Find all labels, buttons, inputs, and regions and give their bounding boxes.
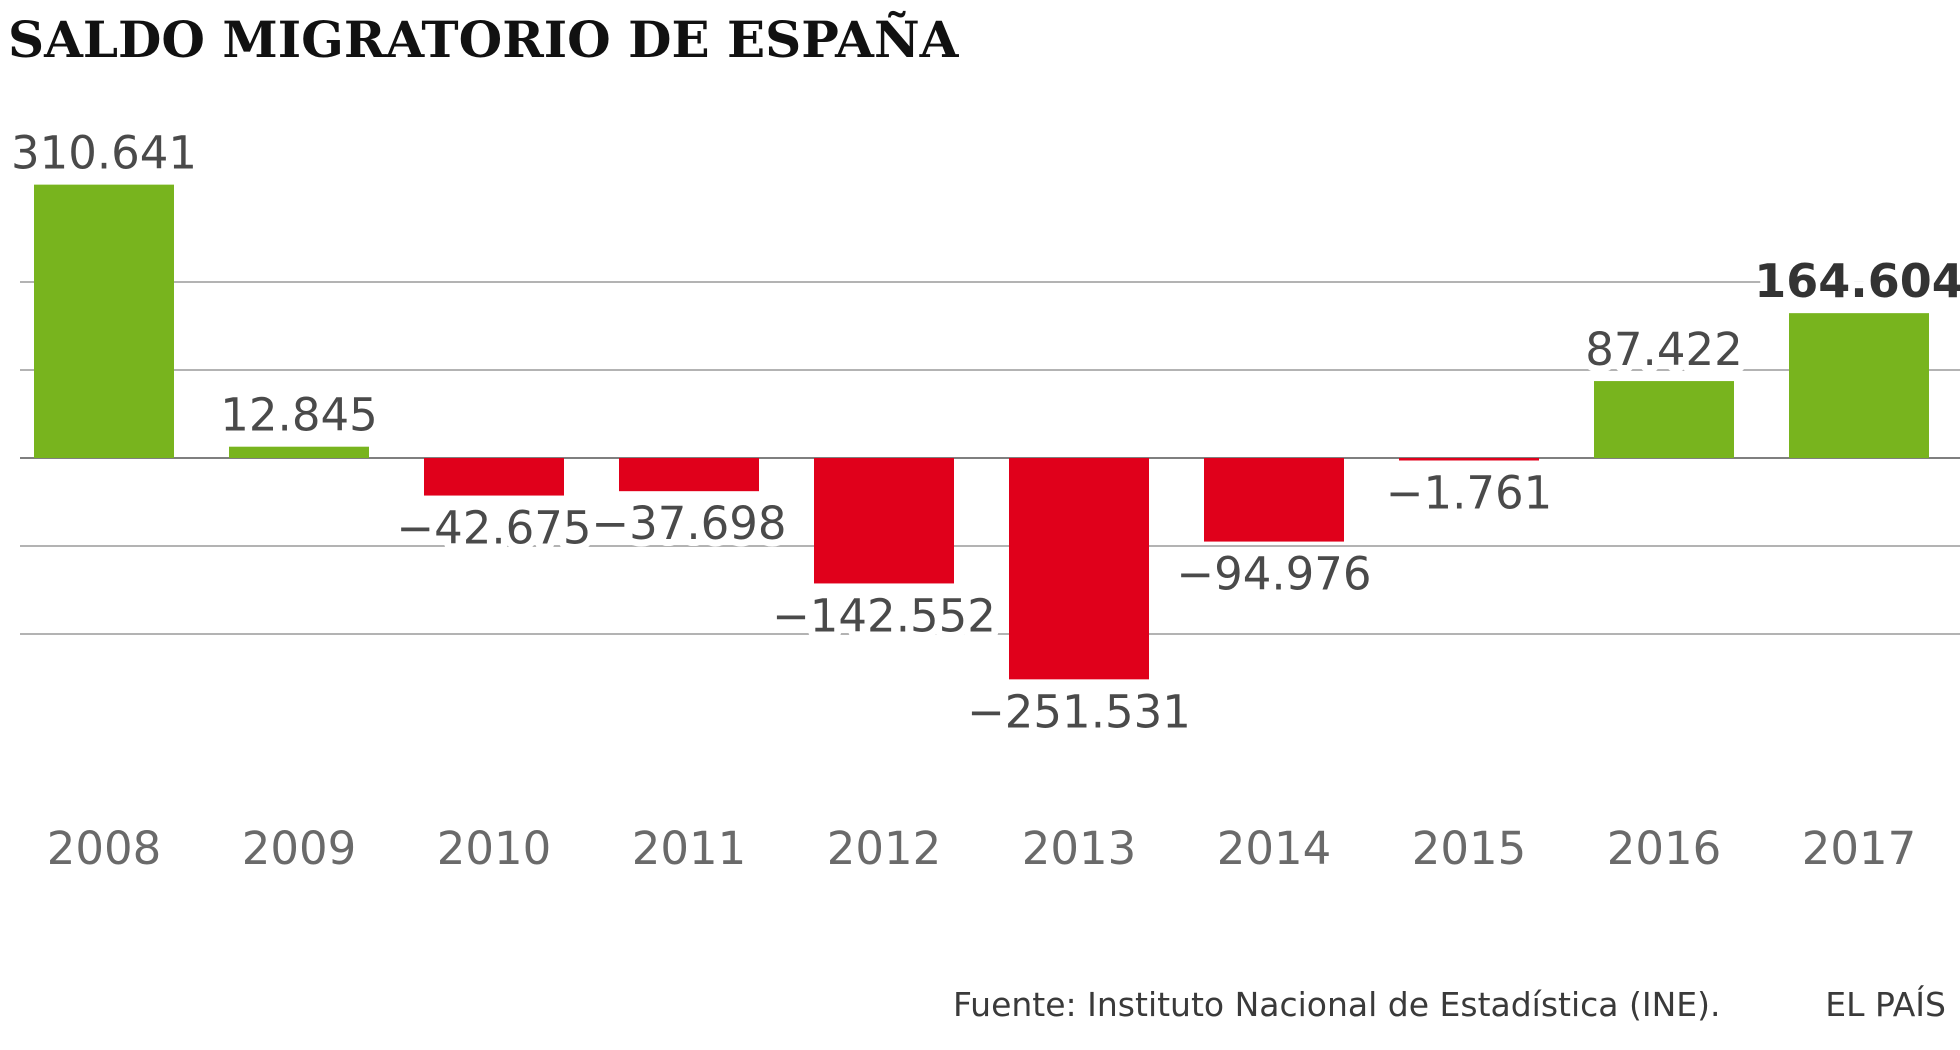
value-label-2017: 164.604 bbox=[1754, 254, 1960, 308]
bar-2012 bbox=[814, 458, 954, 584]
value-label-2016: 87.422 bbox=[1585, 323, 1742, 376]
tick-label-2008: 2008 bbox=[47, 822, 162, 875]
value-label-2010: −42.675 bbox=[396, 502, 591, 555]
bar-2015 bbox=[1399, 458, 1539, 461]
value-labels: 310.641 12.845 −42.675 −37.698 −142.552 −251.… bbox=[4, 120, 1960, 746]
bar-2009 bbox=[229, 446, 369, 458]
x-axis-labels: 2008 2009 2010 2011 2012 2013 2014 2015 2016 2017 bbox=[47, 822, 1917, 875]
bar-2013 bbox=[1009, 458, 1149, 680]
tick-label-2012: 2012 bbox=[827, 822, 942, 875]
value-label-2009: 12.845 bbox=[220, 389, 377, 442]
value-label-2012: −142.552 bbox=[772, 589, 996, 642]
value-label-2015: −1.761 bbox=[1386, 467, 1553, 520]
tick-label-2011: 2011 bbox=[632, 822, 747, 875]
tick-label-2017: 2017 bbox=[1802, 822, 1917, 875]
value-label-2011: −37.698 bbox=[591, 497, 786, 550]
tick-label-2015: 2015 bbox=[1412, 822, 1527, 875]
tick-label-2016: 2016 bbox=[1607, 822, 1722, 875]
bar-2008 bbox=[34, 184, 174, 458]
source-note: Fuente: Instituto Nacional de Estadístic… bbox=[953, 985, 1721, 1024]
bar-2011 bbox=[619, 458, 759, 492]
gridlines bbox=[20, 281, 1960, 635]
bar-2017 bbox=[1789, 313, 1929, 458]
tick-label-2010: 2010 bbox=[437, 822, 552, 875]
tick-label-2013: 2013 bbox=[1022, 822, 1137, 875]
bar-2016 bbox=[1594, 381, 1734, 458]
brand-label: EL PAÍS bbox=[1825, 985, 1946, 1024]
value-label-2014: −94.976 bbox=[1176, 548, 1371, 601]
value-label-2013: −251.531 bbox=[967, 685, 1191, 738]
bars bbox=[34, 184, 1929, 680]
bar-2010 bbox=[424, 458, 564, 496]
bar-chart: 310.641 12.845 −42.675 −37.698 −142.552 −251.… bbox=[4, 120, 1960, 875]
chart-title: SALDO MIGRATORIO DE ESPAÑA bbox=[8, 10, 959, 69]
tick-label-2009: 2009 bbox=[242, 822, 357, 875]
value-label-2008: 310.641 bbox=[11, 127, 197, 180]
tick-label-2014: 2014 bbox=[1217, 822, 1332, 875]
bar-2014 bbox=[1204, 458, 1344, 542]
